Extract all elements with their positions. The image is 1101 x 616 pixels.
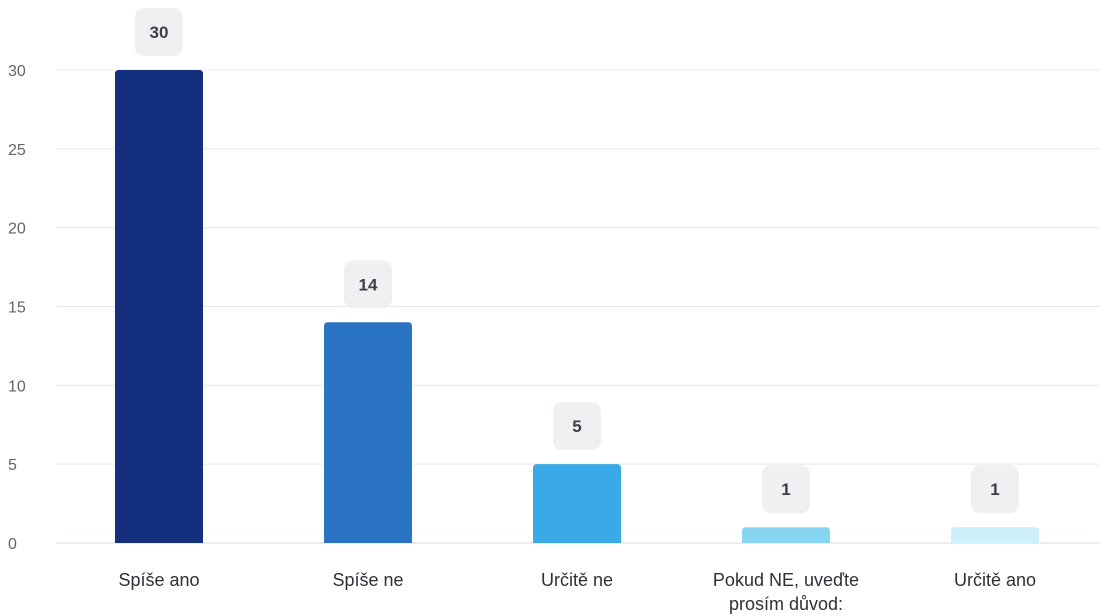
value-badge-bg — [971, 465, 1019, 514]
value-badge: 14 — [344, 260, 392, 309]
x-tick-label: Spíše ano — [118, 570, 199, 590]
x-tick-label-line: Spíše ano — [118, 570, 199, 590]
x-tick-label-line: Určitě ne — [541, 570, 613, 590]
x-axis-categories: Spíše ano Spíše ne Určitě ne Pokud NE, uveď… — [118, 570, 1036, 614]
bar — [324, 322, 412, 543]
x-tick-label-line: Pokud NE, uveďte — [713, 570, 859, 590]
bar — [951, 527, 1039, 543]
value-badge: 30 — [135, 8, 183, 56]
data-label: 1 — [781, 480, 790, 499]
y-tick-label: 30 — [8, 63, 26, 80]
y-tick-label: 20 — [8, 221, 26, 238]
y-tick-label: 25 — [8, 142, 26, 159]
y-tick-label: 5 — [8, 457, 17, 474]
x-tick-label: Určitě ne — [541, 570, 613, 590]
bar — [115, 70, 203, 543]
value-badges: 30 14 5 1 1 — [135, 8, 1019, 514]
value-badge: 1 — [762, 465, 810, 514]
y-tick-label: 15 — [8, 300, 26, 317]
value-badge: 1 — [971, 465, 1019, 514]
bars — [115, 70, 1039, 543]
value-badge-bg — [762, 465, 810, 514]
data-label: 5 — [572, 417, 581, 436]
x-tick-label: Určitě ano — [954, 570, 1036, 590]
grid-lines — [56, 69, 1100, 544]
data-label: 1 — [990, 480, 999, 499]
data-label: 30 — [150, 23, 169, 42]
x-tick-label-line: Spíše ne — [332, 570, 403, 590]
x-tick-label-line: prosím důvod: — [729, 594, 843, 614]
value-badge-bg — [135, 8, 183, 56]
bar — [533, 464, 621, 543]
value-badge-bg — [344, 260, 392, 309]
y-tick-label: 10 — [8, 378, 26, 395]
bar — [742, 527, 830, 543]
data-label: 14 — [359, 275, 378, 294]
value-badge: 5 — [553, 402, 601, 451]
x-tick-label: Spíše ne — [332, 570, 403, 590]
value-badge-bg — [553, 402, 601, 451]
x-tick-label-line: Určitě ano — [954, 570, 1036, 590]
y-tick-label: 0 — [8, 536, 17, 553]
y-axis-ticks: 0 5 10 15 20 25 30 — [8, 63, 26, 553]
x-tick-label: Pokud NE, uveďte prosím důvod: — [713, 570, 859, 614]
